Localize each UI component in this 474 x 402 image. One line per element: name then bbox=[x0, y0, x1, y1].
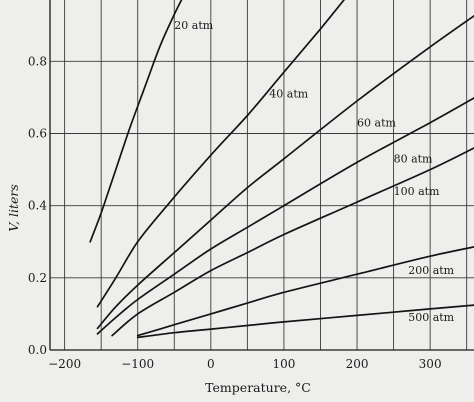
y-tick-labels: 0.0 0.2 0.4 0.6 0.8 bbox=[28, 54, 47, 357]
series-line-40-atm bbox=[96, 0, 346, 308]
grid bbox=[50, 0, 474, 350]
series-label: 100 atm bbox=[394, 185, 440, 198]
series-line-500-atm bbox=[136, 304, 474, 339]
series-label: 200 atm bbox=[408, 264, 454, 277]
y-tick-label: 0.6 bbox=[28, 127, 47, 141]
series-label: 60 atm bbox=[357, 116, 396, 129]
series-label: 40 atm bbox=[269, 87, 308, 100]
x-tick-label: −100 bbox=[121, 357, 154, 371]
curves bbox=[89, 0, 474, 339]
series-line-20-atm bbox=[89, 0, 183, 243]
series-line-80-atm bbox=[96, 96, 474, 335]
series-line-200-atm bbox=[136, 246, 474, 337]
y-tick-label: 0.8 bbox=[28, 54, 47, 68]
series-label: 80 atm bbox=[394, 152, 433, 165]
y-tick-label: 0.4 bbox=[28, 199, 47, 213]
series-line-60-atm bbox=[96, 14, 474, 330]
x-tick-label: 200 bbox=[346, 357, 369, 371]
x-axis-label: Temperature, °C bbox=[205, 380, 311, 395]
x-tick-labels: −200 −100 0 100 200 300 bbox=[48, 357, 441, 371]
axes bbox=[49, 0, 474, 351]
y-tick-label: 0.2 bbox=[28, 271, 47, 285]
x-tick-label: 100 bbox=[272, 357, 295, 371]
curve-labels: 20 atm 40 atm 60 atm 80 atm 100 atm 200 atm 50… bbox=[174, 19, 454, 324]
x-tick-label: 0 bbox=[207, 357, 215, 371]
x-tick-label: 300 bbox=[419, 357, 442, 371]
x-tick-label: −200 bbox=[48, 357, 81, 371]
series-label: 20 atm bbox=[174, 19, 213, 32]
y-axis-label: V, liters bbox=[6, 184, 21, 232]
series-label: 500 atm bbox=[408, 311, 454, 324]
series-line-100-atm bbox=[111, 147, 474, 337]
y-tick-label: 0.0 bbox=[28, 343, 47, 357]
